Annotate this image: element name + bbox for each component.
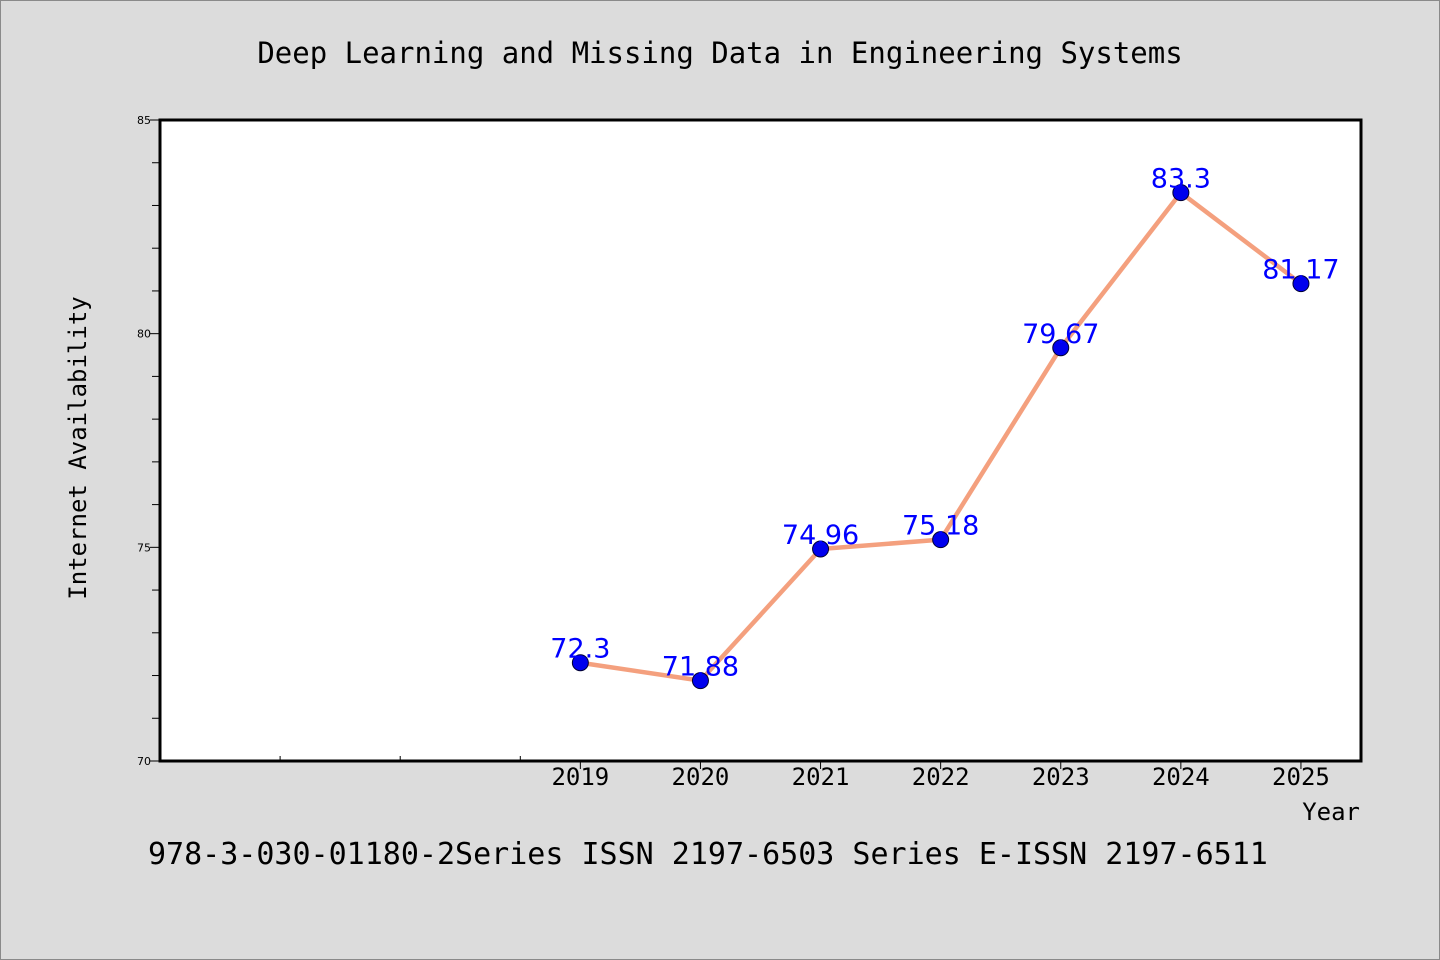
data-point bbox=[1292, 275, 1310, 293]
data-point bbox=[571, 654, 589, 672]
data-label: 75.18 bbox=[902, 511, 979, 542]
y-axis-ticks: 70 75 80 85 bbox=[137, 114, 160, 768]
data-point bbox=[932, 531, 950, 549]
data-label: 81.17 bbox=[1262, 255, 1339, 286]
plot-border bbox=[158, 118, 1363, 763]
x-tick-label: 2019 bbox=[551, 763, 609, 791]
y-axis-label: Internet Availability bbox=[64, 296, 92, 599]
data-label: 79.67 bbox=[1022, 319, 1099, 350]
y-tick-label: 85 bbox=[137, 114, 151, 127]
data-point bbox=[1052, 339, 1070, 357]
y-tick-label: 70 bbox=[137, 755, 151, 768]
data-label: 74.96 bbox=[782, 520, 859, 551]
footer-text: 978-3-030-01180-2Series ISSN 2197-6503 S… bbox=[148, 837, 1268, 872]
x-tick-label: 2023 bbox=[1032, 763, 1090, 791]
data-point bbox=[812, 540, 830, 558]
series-layer: 72.3 71.88 74.96 75.18 79.67 83.3 81.17 bbox=[550, 164, 1340, 690]
x-tick-label: 2024 bbox=[1152, 763, 1210, 791]
x-tick-label: 2021 bbox=[792, 763, 850, 791]
y-tick-label: 80 bbox=[137, 328, 151, 341]
y-tick-label: 75 bbox=[137, 541, 151, 554]
x-axis-ticks: 2019 2020 2021 2022 2023 2024 2025 bbox=[279, 756, 1330, 791]
x-tick-label: 2022 bbox=[912, 763, 970, 791]
x-axis-label: Year bbox=[1302, 798, 1360, 826]
plot-area bbox=[160, 120, 1361, 761]
data-point bbox=[1172, 184, 1190, 202]
x-tick-label: 2020 bbox=[672, 763, 730, 791]
x-tick-label: 2025 bbox=[1272, 763, 1330, 791]
data-label: 83.3 bbox=[1151, 164, 1211, 195]
data-point bbox=[691, 672, 709, 690]
data-label: 71.88 bbox=[662, 652, 739, 683]
data-label: 72.3 bbox=[550, 634, 610, 665]
chart-title: Deep Learning and Missing Data in Engine… bbox=[257, 36, 1182, 70]
